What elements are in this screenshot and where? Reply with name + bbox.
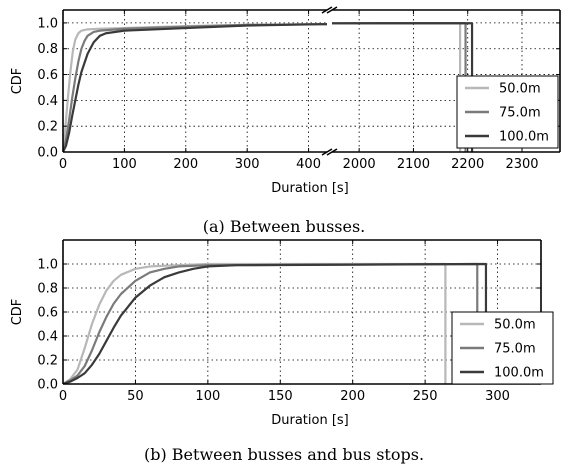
y-tick-label: 0.2: [37, 120, 58, 135]
x-tick-label: 150: [268, 389, 293, 404]
y-tick-label: 0.4: [37, 94, 58, 109]
x-axis-label: Duration [s]: [271, 181, 349, 196]
x-tick-label: 2200: [451, 157, 484, 172]
x-tick-label: 200: [173, 157, 198, 172]
series-line-100-0m: [332, 22, 474, 152]
x-tick-label: 50: [127, 389, 144, 404]
x-tick-label: 2300: [505, 157, 538, 172]
axis-break-mark: [321, 148, 333, 156]
x-tick-label: 0: [59, 389, 67, 404]
legend-label: 50.0m: [494, 318, 536, 333]
x-tick-label: 250: [413, 389, 438, 404]
series-group: [63, 262, 488, 384]
y-tick-label: 0.0: [37, 146, 58, 161]
x-tick-label: 100: [112, 157, 137, 172]
y-tick-label: 0.4: [37, 330, 58, 345]
x-tick-label: 300: [235, 157, 260, 172]
y-tick-label: 0.8: [37, 282, 58, 297]
caption-b: (b) Between busses and bus stops.: [144, 445, 424, 464]
y-tick-label: 0.2: [37, 354, 58, 369]
legend-label: 75.0m: [499, 106, 541, 121]
series-group: [63, 23, 327, 152]
x-tick-label: 400: [296, 157, 321, 172]
chart-b: 0 50 100 150 200 250 300 0.0 0.2 0.4 0.6 0.8 1.0 Dura…: [10, 239, 554, 428]
series-line-100-0m: [63, 262, 488, 384]
x-tick-label: 200: [340, 389, 365, 404]
axis-break-mark: [326, 148, 338, 156]
series-line-100-0m: [63, 23, 327, 152]
axis-break-mark: [326, 6, 338, 14]
series-group: [332, 22, 474, 152]
legend-label: 100.0m: [494, 366, 544, 381]
x-tick-label: 0: [59, 157, 67, 172]
y-tick-label: 0.8: [37, 42, 58, 57]
series-line-75-0m: [63, 262, 479, 384]
caption-a: (a) Between busses.: [203, 217, 366, 236]
x-tick-label: 300: [485, 389, 510, 404]
x-axis-label: Duration [s]: [271, 413, 349, 428]
x-tick-label: 2100: [397, 157, 430, 172]
y-tick-label: 0.0: [37, 378, 58, 393]
legend-label: 50.0m: [499, 82, 541, 97]
series-line-50-0m: [63, 262, 447, 384]
y-tick-label: 0.6: [37, 68, 58, 83]
axis-break-mark: [321, 6, 333, 14]
chart-a: 0 100 200 300 400 0.0 0.2 0.4 0.6 0.8 1.0 2000 2100 2…: [10, 6, 561, 196]
x-tick-label: 2000: [343, 157, 376, 172]
legend-label: 100.0m: [499, 130, 549, 145]
y-axis-label: CDF: [10, 299, 25, 326]
x-tick-label: 100: [195, 389, 220, 404]
y-tick-label: 1.0: [37, 16, 58, 31]
y-tick-label: 0.6: [37, 306, 58, 321]
y-axis-label: CDF: [10, 68, 25, 95]
y-tick-label: 1.0: [37, 258, 58, 273]
legend-label: 75.0m: [494, 342, 536, 357]
